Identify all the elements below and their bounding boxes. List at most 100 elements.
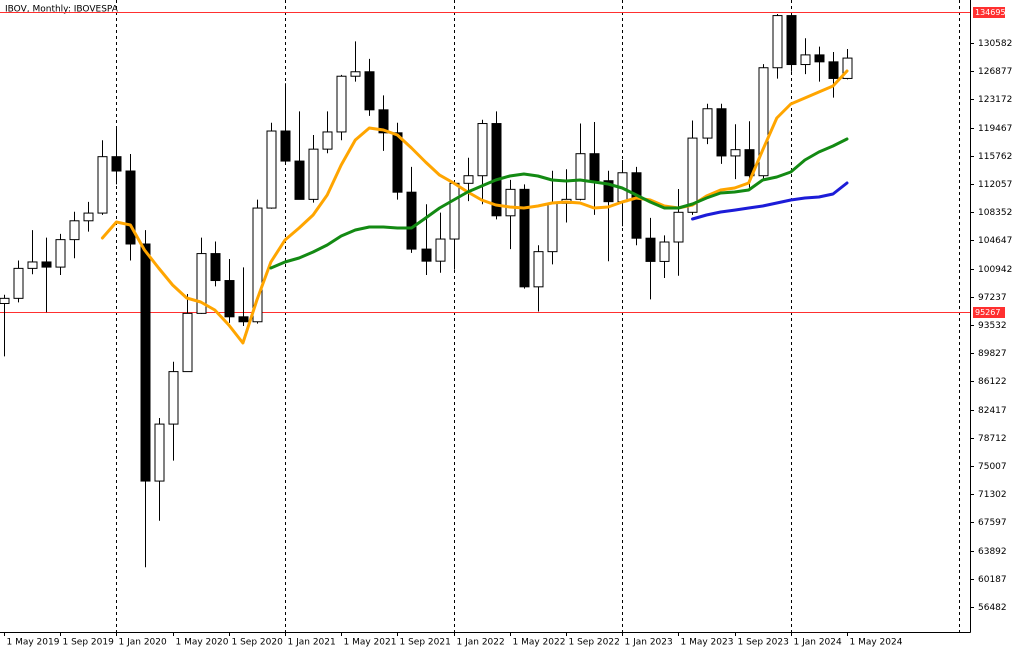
y-tick-label: 97237 — [978, 293, 1007, 303]
candle-body — [27, 261, 38, 269]
candle-body — [336, 75, 347, 133]
y-tick-label: 82417 — [978, 406, 1007, 416]
indicator-line — [100, 69, 849, 345]
candle-body — [589, 153, 600, 182]
candle-body — [392, 132, 403, 193]
candle-body — [435, 238, 446, 262]
y-tick-label: 115762 — [978, 152, 1012, 162]
candle-body — [224, 280, 235, 318]
candle-body — [252, 207, 263, 323]
level-label-box — [973, 7, 1005, 18]
x-tick-label: 1 May 2023 — [681, 638, 734, 648]
candle-body — [533, 251, 544, 288]
candle-body — [603, 180, 614, 203]
y-tick-label: 93532 — [978, 321, 1007, 331]
candle-body — [154, 423, 165, 482]
level-label: 134695 — [975, 8, 1006, 17]
candle-body — [294, 160, 305, 200]
candle-body — [702, 108, 713, 139]
y-tick-label: 100942 — [978, 265, 1012, 275]
candle-body — [308, 148, 319, 200]
candle-body — [280, 130, 291, 162]
candle-body — [505, 188, 516, 217]
candle-body — [322, 131, 333, 150]
candle-body — [210, 253, 221, 282]
candle-body — [97, 156, 108, 214]
candle-body — [547, 202, 558, 253]
candle-body — [378, 109, 389, 134]
candle-body — [716, 108, 727, 157]
candle-body — [196, 253, 207, 314]
candle-body — [814, 54, 825, 63]
candle-body — [463, 175, 474, 184]
y-tick-label: 112057 — [978, 180, 1012, 190]
x-tick-label: 1 Sep 2019 — [63, 638, 115, 648]
chart-title: IBOV, Monthly: IBOVESPA — [5, 5, 119, 15]
candle-body — [111, 156, 122, 172]
y-tick-label: 89827 — [978, 349, 1007, 359]
candle-body — [83, 212, 94, 222]
candle-body — [477, 123, 488, 177]
indicator-line — [691, 181, 849, 221]
y-tick-label: 78712 — [978, 434, 1007, 444]
candle-body — [842, 57, 853, 79]
candle-body — [828, 61, 839, 79]
candle-body — [41, 261, 52, 268]
indicator-line — [269, 137, 849, 270]
candle-body — [491, 123, 502, 217]
candle-body — [125, 170, 136, 245]
y-tick-label: 126877 — [978, 67, 1012, 77]
candle-body — [659, 241, 670, 262]
y-tick-label: 71302 — [978, 490, 1007, 500]
x-tick-label: 1 Sep 2022 — [569, 638, 620, 648]
candle-body — [645, 237, 656, 262]
x-tick-label: 1 Jan 2021 — [288, 638, 336, 648]
candle-body — [449, 182, 460, 240]
candle-body — [168, 371, 179, 425]
y-tick-label: 130582 — [978, 39, 1012, 49]
candle-body — [772, 15, 783, 69]
level-label-box — [973, 307, 1005, 318]
candle-body — [421, 248, 432, 262]
x-tick-label: 1 May 2021 — [344, 638, 397, 648]
candle-body — [238, 316, 249, 323]
x-tick-label: 1 May 2019 — [7, 638, 60, 648]
candle-body — [266, 130, 277, 209]
x-tick-label: 1 Jan 2022 — [457, 638, 505, 648]
candle-body — [575, 153, 586, 200]
x-tick-label: 1 May 2024 — [850, 638, 903, 648]
x-tick-label: 1 Sep 2020 — [232, 638, 284, 648]
candle-body — [406, 191, 417, 250]
y-tick-label: 56482 — [978, 603, 1007, 613]
y-tick-label: 75007 — [978, 462, 1007, 472]
candle-body — [13, 267, 24, 299]
candle-body — [687, 137, 698, 213]
level-label: 95267 — [975, 308, 1000, 317]
y-tick-label: 86122 — [978, 377, 1007, 387]
y-tick-label: 104647 — [978, 236, 1012, 246]
candle-body — [800, 54, 811, 66]
candle-body — [140, 243, 151, 482]
x-tick-label: 1 May 2022 — [513, 638, 566, 648]
candle-body — [673, 211, 684, 243]
candle-body — [786, 15, 797, 66]
candle-body — [350, 71, 361, 77]
candle-body — [69, 220, 80, 241]
x-tick-label: 1 Jan 2020 — [119, 638, 167, 648]
candle-body — [0, 297, 10, 304]
candle-body — [519, 188, 530, 288]
candle-body — [631, 172, 642, 239]
candle-body — [182, 312, 193, 373]
x-tick-label: 1 Sep 2023 — [738, 638, 789, 648]
y-tick-label: 123172 — [978, 95, 1012, 105]
candle-body — [55, 239, 66, 268]
x-tick-label: 1 Sep 2021 — [400, 638, 451, 648]
x-tick-label: 1 May 2020 — [176, 638, 229, 648]
candle-body — [758, 67, 769, 177]
candle-body — [744, 149, 755, 177]
y-tick-label: 108352 — [978, 208, 1012, 218]
y-tick-label: 119467 — [978, 124, 1012, 134]
y-tick-label: 63892 — [978, 547, 1007, 557]
